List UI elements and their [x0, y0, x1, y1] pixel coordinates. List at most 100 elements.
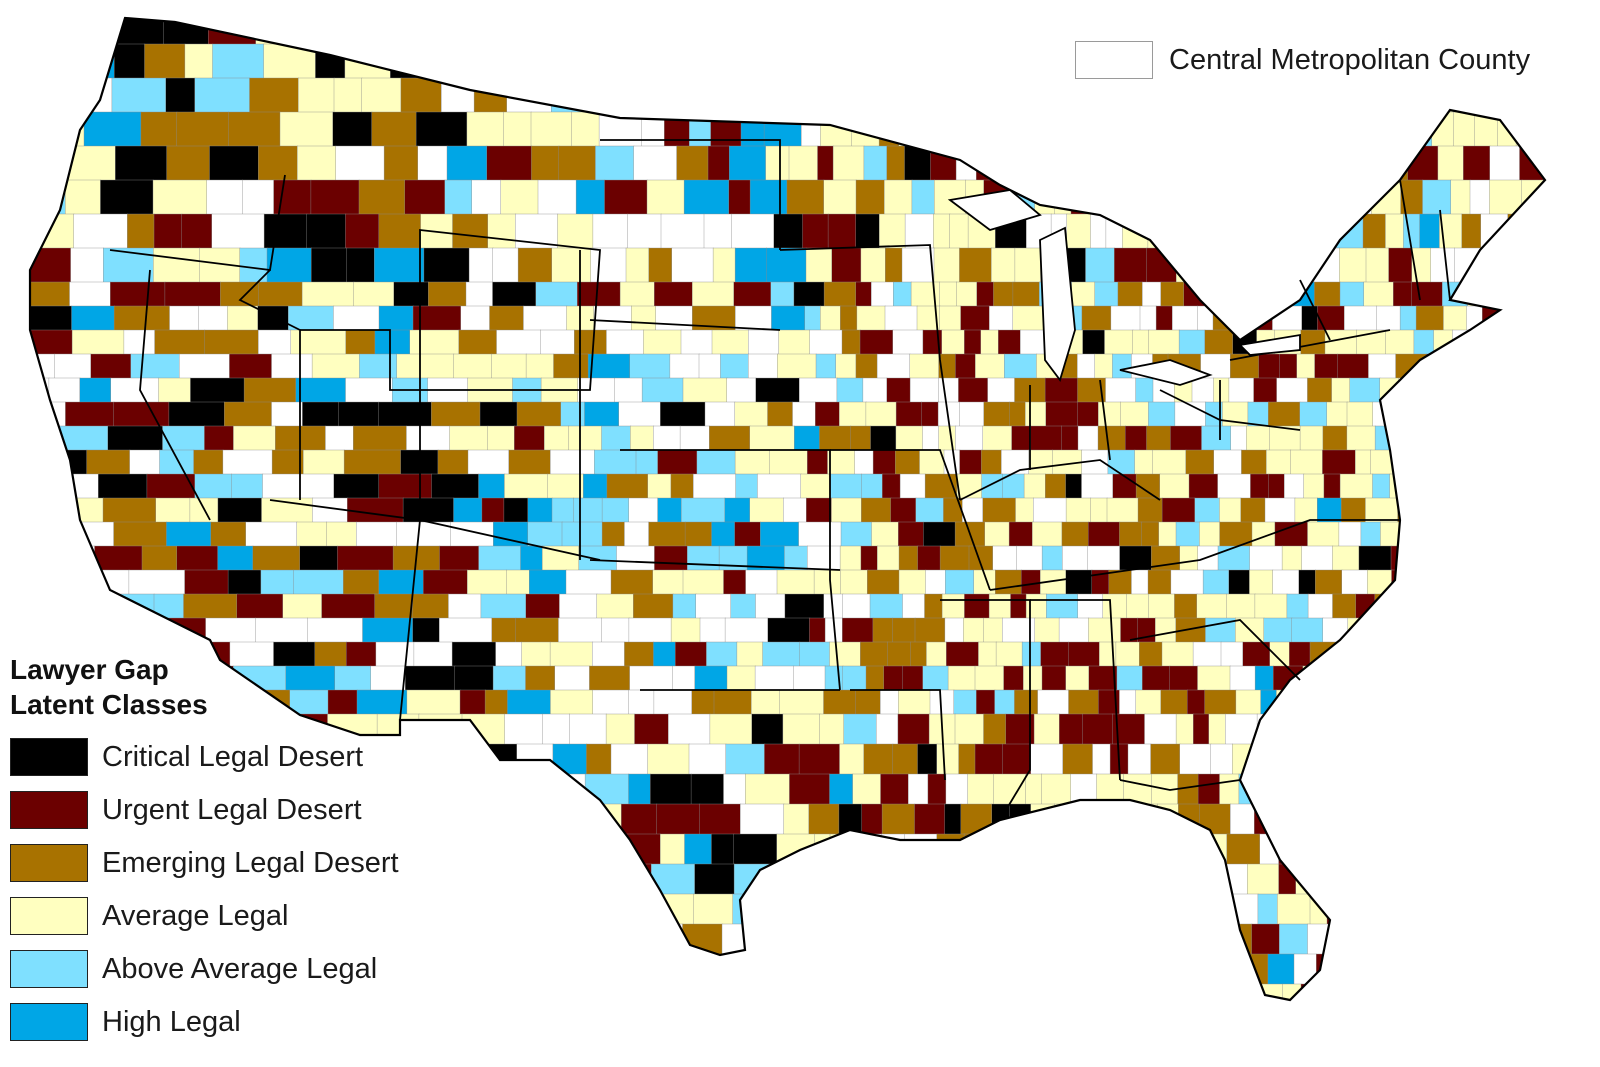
county-cell — [840, 521, 873, 547]
county-cell — [1358, 545, 1392, 571]
county-cell — [876, 353, 911, 379]
legend-label: Urgent Legal Desert — [102, 793, 362, 826]
county-cell — [542, 713, 571, 745]
county-cell — [454, 665, 494, 691]
county-cell — [587, 353, 631, 379]
legend-label: High Legal — [102, 1005, 241, 1038]
county-cell — [933, 213, 951, 249]
county-cell — [922, 425, 940, 451]
county-cell — [94, 545, 143, 571]
county-cell — [799, 641, 831, 667]
county-cell — [755, 593, 786, 619]
county-cell — [1066, 213, 1092, 249]
county-cell — [863, 743, 894, 775]
county-cell — [995, 569, 1022, 595]
county-cell — [1044, 377, 1079, 403]
county-cell — [1314, 353, 1339, 379]
county-cell — [492, 281, 537, 307]
county-cell — [974, 743, 1003, 775]
county-cell — [789, 773, 831, 805]
county-cell — [819, 713, 845, 745]
county-cell — [887, 641, 912, 667]
county-cell — [1119, 521, 1143, 547]
county-cell — [963, 617, 985, 643]
county-cell — [1376, 305, 1401, 331]
county-cell — [506, 569, 530, 595]
county-cell — [633, 593, 674, 619]
county-cell — [800, 473, 831, 499]
county-cell — [128, 569, 186, 595]
county-cell — [1192, 713, 1210, 745]
legend-item-urgent: Urgent Legal Desert — [10, 791, 399, 829]
county-cell — [1264, 497, 1296, 523]
county-cell — [333, 305, 380, 331]
county-cell — [1021, 641, 1042, 667]
county-cell — [762, 641, 801, 667]
county-cell — [749, 497, 785, 523]
county-cell — [1452, 111, 1476, 147]
county-cell — [370, 665, 406, 691]
county-cell — [258, 281, 303, 307]
county-cell — [898, 521, 925, 547]
county-cell — [1045, 401, 1079, 427]
county-cell — [955, 353, 977, 379]
county-cell — [569, 713, 607, 745]
county-cell — [449, 425, 489, 451]
county-cell — [1012, 305, 1045, 331]
county-cell — [670, 473, 694, 499]
legend-swatch — [10, 897, 88, 935]
county-cell — [219, 281, 259, 307]
county-cell — [544, 425, 569, 451]
county-cell — [670, 617, 701, 643]
county-cell — [1002, 743, 1032, 775]
county-cell — [610, 569, 654, 595]
county-cell — [1266, 449, 1292, 475]
county-cell — [745, 773, 791, 805]
county-cell — [437, 449, 469, 475]
county-cell — [547, 473, 584, 499]
county-cell — [1090, 213, 1107, 249]
county-cell — [224, 401, 273, 427]
county-cell — [113, 305, 171, 331]
county-cell — [983, 617, 1003, 643]
county-cell — [1322, 449, 1356, 475]
county-cell — [1158, 521, 1177, 547]
county-cell — [1021, 569, 1041, 595]
county-cell — [694, 863, 735, 895]
county-cell — [249, 77, 299, 113]
county-cell — [989, 305, 1014, 331]
county-cell — [676, 145, 709, 181]
county-cell — [967, 773, 995, 805]
county-cell — [909, 377, 940, 403]
county-cell — [1086, 545, 1121, 571]
county-cell — [1443, 305, 1468, 331]
county-cell — [988, 593, 1012, 619]
county-cell — [359, 353, 398, 379]
county-cell — [531, 145, 560, 181]
county-cell — [1346, 401, 1374, 427]
county-cell — [712, 247, 736, 283]
county-cell — [1288, 641, 1311, 667]
county-cell — [271, 353, 313, 379]
county-cell — [168, 401, 225, 427]
county-cell — [606, 329, 645, 355]
county-cell — [1340, 497, 1367, 523]
county-cell — [855, 281, 872, 307]
county-cell — [981, 473, 1003, 499]
county-cell — [1115, 641, 1140, 667]
county-cell — [83, 111, 142, 147]
county-cell — [958, 743, 976, 775]
county-cell — [1294, 497, 1318, 523]
county-cell — [523, 305, 568, 331]
county-cell — [559, 593, 598, 619]
county-cell — [1175, 521, 1201, 547]
county-cell — [817, 145, 834, 181]
county-cell — [503, 111, 532, 147]
county-cell — [537, 179, 577, 215]
county-cell — [682, 377, 728, 403]
county-cell — [1258, 353, 1281, 379]
county-cell — [995, 641, 1023, 667]
county-cell — [592, 213, 629, 249]
county-cell — [1279, 923, 1309, 955]
county-cell — [840, 569, 868, 595]
